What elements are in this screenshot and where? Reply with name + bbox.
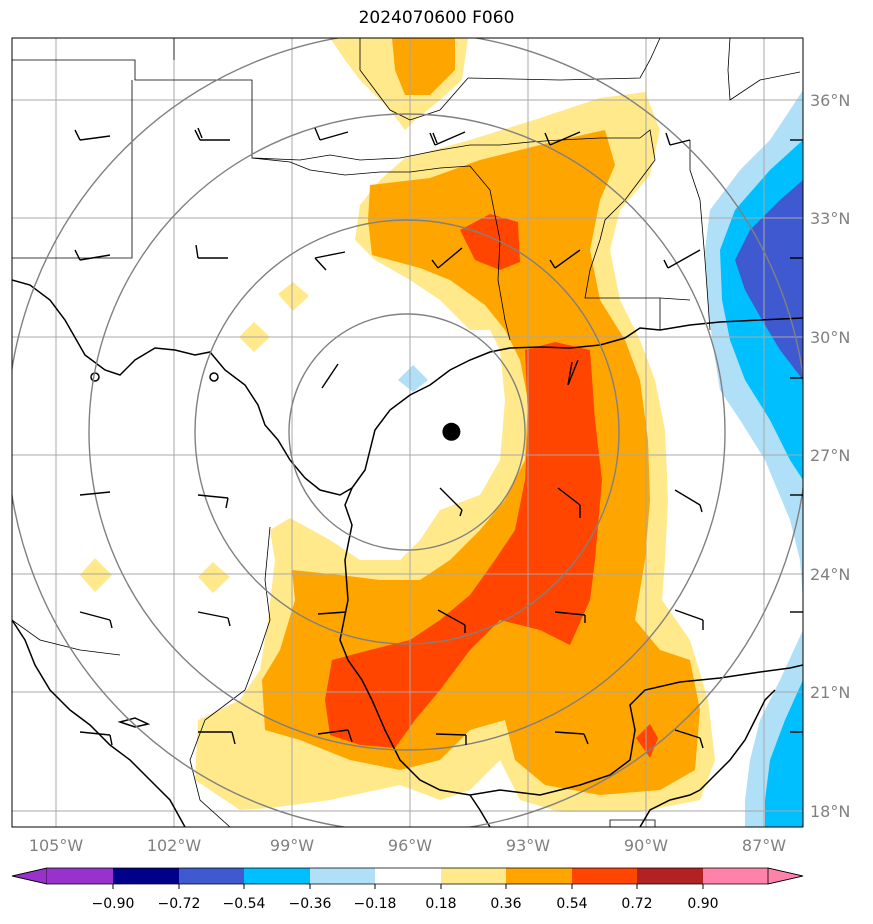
anomaly-neg-level-2 [765, 680, 803, 827]
gridlines [12, 38, 803, 827]
anomaly-level-2 [392, 38, 455, 95]
positive-anomaly-fill-3 [325, 214, 658, 758]
lon-tick-label: 90°W [624, 836, 668, 855]
colorbar-segment [47, 868, 113, 884]
lon-tick-label: 102°W [147, 836, 202, 855]
lat-tick-label: 21°N [810, 683, 850, 702]
lat-tick-label: 18°N [810, 802, 850, 821]
range-ring-2 [194, 219, 620, 645]
colorbar-label: 0.36 [490, 896, 521, 912]
anomaly-level-1 [198, 562, 230, 593]
colorbar-label: −0.54 [223, 896, 266, 912]
positive-anomaly-fill-2 [262, 38, 700, 795]
lat-tick-label: 36°N [810, 91, 850, 110]
colorbar-label: 0.90 [687, 896, 718, 912]
colorbar-label: 0.54 [556, 896, 587, 912]
colorbar-label: −0.18 [354, 896, 397, 912]
anomaly-level-3 [460, 214, 520, 270]
colorbar-segment [767, 867, 804, 885]
map-area [12, 38, 803, 827]
colorbar-label: 0.72 [621, 896, 652, 912]
colorbar-segment [375, 868, 441, 884]
lat-tick-label: 33°N [810, 209, 850, 228]
colorbar-segment [11, 867, 48, 885]
range-ring-1 [288, 313, 526, 551]
map-title: 2024070600 F060 [358, 8, 515, 28]
lat-tick-label: 30°N [810, 328, 850, 347]
lat-tick-label: 24°N [810, 565, 850, 584]
anomaly-level-1 [80, 558, 112, 592]
lon-tick-label: 99°W [270, 836, 314, 855]
anomaly-level-3 [636, 724, 658, 758]
range-ring-3 [88, 113, 726, 751]
map-frame [11, 37, 804, 828]
colorbar: −0.90 −0.72 −0.54 −0.36 −0.18 0.18 0.36 … [11, 867, 804, 912]
colorbar-label: −0.36 [289, 896, 332, 912]
colorbar-segment [703, 868, 768, 884]
lat-tick-label: 27°N [810, 446, 850, 465]
latitude-axis: 36°N 33°N 30°N 27°N 24°N 21°N 18°N [810, 91, 850, 821]
anomaly-neg-level-1 [398, 365, 428, 392]
colorbar-segment [113, 868, 179, 884]
colorbar-segment [506, 868, 572, 884]
storm-center-marker [442, 422, 461, 441]
colorbar-segment [441, 868, 506, 884]
lon-tick-label: 93°W [506, 836, 550, 855]
longitude-axis: 105°W 102°W 99°W 96°W 93°W 90°W 87°W [29, 836, 786, 855]
colorbar-ticks [112, 884, 704, 889]
wind-barbs [74, 127, 803, 749]
colorbar-label: −0.90 [92, 896, 135, 912]
colorbar-segment [179, 868, 244, 884]
colorbar-segment [572, 868, 637, 884]
colorbar-segment [310, 868, 375, 884]
lon-tick-label: 87°W [742, 836, 786, 855]
lon-tick-label: 105°W [29, 836, 84, 855]
borders [12, 38, 801, 827]
colorbar-label: −0.72 [158, 896, 201, 912]
colorbar-label: 0.18 [425, 896, 456, 912]
colorbar-segment [637, 868, 703, 884]
anomaly-level-1 [278, 282, 309, 311]
range-rings [12, 38, 803, 827]
anomaly-level-2 [262, 130, 700, 795]
lon-tick-label: 96°W [388, 836, 432, 855]
colorbar-segment [244, 868, 310, 884]
coastlines [12, 279, 803, 827]
anomaly-level-3 [325, 342, 602, 748]
colorbar-outline [11, 867, 804, 885]
